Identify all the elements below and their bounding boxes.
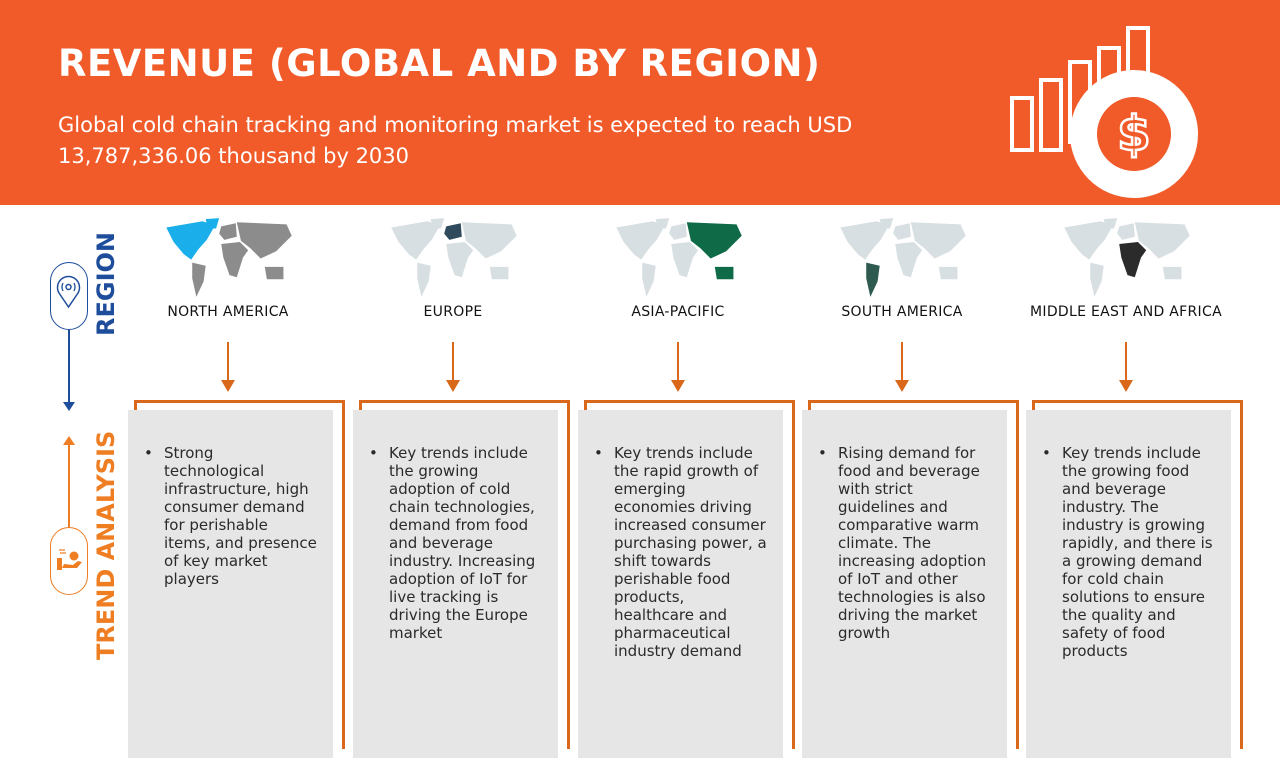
arrow-down-icon — [221, 342, 235, 392]
region-section-label: REGION — [92, 232, 120, 336]
trend-card: Key trends include the growing food and … — [1026, 410, 1231, 758]
region-name: NORTH AMERICA — [167, 304, 289, 320]
trend-text: Key trends include the growing food and … — [1042, 444, 1215, 660]
trend-pill — [50, 527, 88, 595]
card-frame — [584, 400, 795, 749]
map-middle-east-africa — [445, 241, 473, 278]
map-europe — [1116, 223, 1135, 240]
map-middle-east-africa — [670, 241, 698, 278]
arrow-up-icon — [63, 436, 75, 445]
map-north-america — [615, 218, 669, 260]
map-north-america — [165, 218, 219, 260]
world-map — [1063, 218, 1190, 297]
trend-card: Key trends include the growing adoption … — [353, 410, 558, 758]
map-asia-pacific — [910, 222, 966, 280]
hand-delivery-icon — [57, 549, 82, 570]
map-asia-pacific — [686, 222, 742, 280]
arrow-down-icon — [895, 342, 909, 392]
map-north-america — [839, 218, 893, 260]
card-frame — [808, 400, 1019, 749]
location-pin-icon — [56, 275, 81, 309]
region-column: MIDDLE EAST AND AFRICA — [1021, 215, 1231, 320]
world-map — [839, 218, 966, 297]
card-frame — [359, 400, 570, 749]
trend-analysis-section-label: TREND ANALYSIS — [92, 430, 120, 660]
map-europe — [443, 223, 462, 240]
world-map — [390, 218, 517, 297]
trend-text: Key trends include the rapid growth of e… — [594, 444, 767, 660]
svg-text:$: $ — [1117, 106, 1150, 162]
region-name: EUROPE — [423, 304, 483, 320]
map-asia-pacific — [461, 222, 517, 280]
region-name: SOUTH AMERICA — [841, 304, 963, 320]
region-column: SOUTH AMERICA — [797, 215, 1007, 320]
region-name: MIDDLE EAST AND AFRICA — [1030, 304, 1222, 320]
map-south-america — [865, 262, 880, 297]
world-map — [615, 218, 742, 297]
arrow-down-icon — [671, 342, 685, 392]
map-north-america — [1063, 218, 1117, 260]
region-column: NORTH AMERICA — [123, 215, 333, 320]
trend-card: Strong technological infrastructure, hig… — [128, 410, 333, 758]
page-title: REVENUE (GLOBAL AND BY REGION) — [58, 42, 821, 85]
revenue-chart-dollar-icon: $ — [1010, 26, 1198, 198]
arrow-down-icon — [63, 402, 75, 411]
map-asia-pacific — [236, 222, 292, 280]
trend-text: Rising demand for food and beverage with… — [818, 444, 991, 642]
trend-text: Key trends include the growing adoption … — [369, 444, 542, 642]
map-europe — [218, 223, 237, 240]
header-banner: REVENUE (GLOBAL AND BY REGION) Global co… — [0, 0, 1280, 205]
map-asia-pacific — [1134, 222, 1190, 280]
region-pill — [50, 262, 88, 330]
region-name: ASIA-PACIFIC — [631, 304, 725, 320]
map-south-america — [191, 262, 206, 297]
region-connector-line — [68, 330, 70, 402]
arrow-down-icon — [446, 342, 460, 392]
page-subtitle: Global cold chain tracking and monitorin… — [58, 113, 853, 168]
region-column: ASIA-PACIFIC — [573, 215, 783, 320]
map-north-america — [390, 218, 444, 260]
map-europe — [892, 223, 911, 240]
map-middle-east-africa — [1118, 241, 1146, 278]
arrow-down-icon — [1119, 342, 1133, 392]
card-frame — [1032, 400, 1243, 749]
map-south-america — [1089, 262, 1104, 297]
map-south-america — [416, 262, 431, 297]
trend-card: Rising demand for food and beverage with… — [802, 410, 1007, 758]
region-column: EUROPE — [348, 215, 558, 320]
map-middle-east-africa — [220, 241, 248, 278]
card-frame — [134, 400, 345, 749]
trend-connector-line — [68, 445, 70, 527]
trend-text: Strong technological infrastructure, hig… — [144, 444, 317, 588]
world-map — [165, 218, 292, 297]
map-south-america — [641, 262, 656, 297]
map-europe — [668, 223, 687, 240]
trend-card: Key trends include the rapid growth of e… — [578, 410, 783, 758]
map-middle-east-africa — [894, 241, 922, 278]
